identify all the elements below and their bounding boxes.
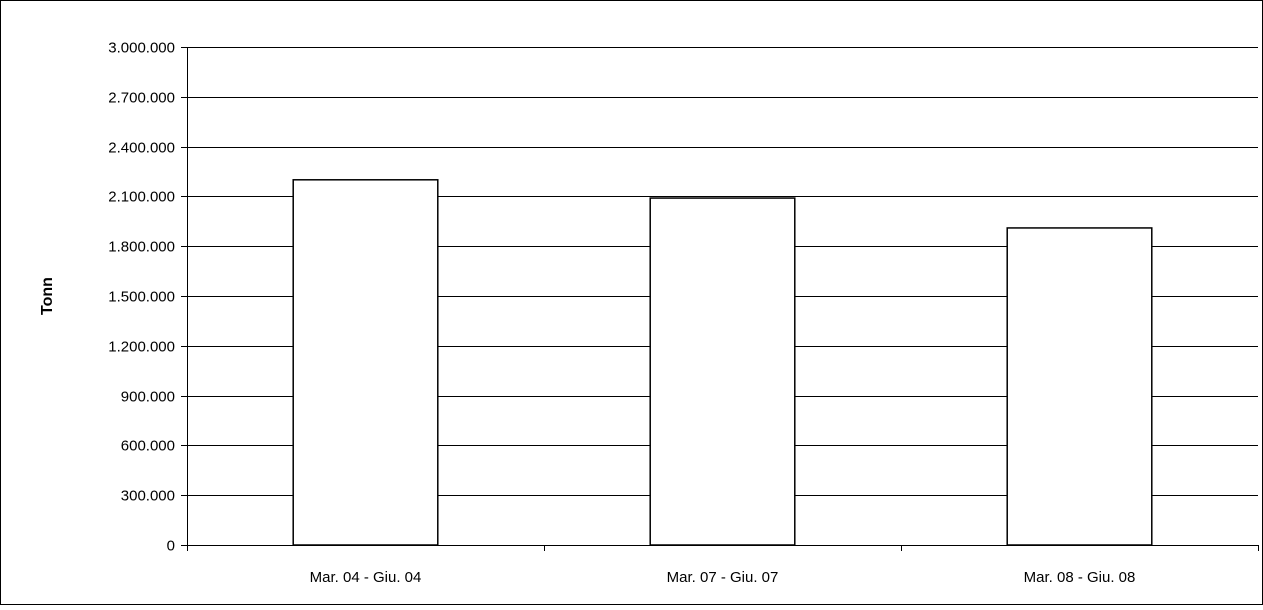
axes [181,47,1259,551]
y-tick-label: 0 [167,538,175,555]
y-tick-label: 2.400.000 [108,140,175,157]
bar [292,179,439,546]
y-tick-label: 1.200.000 [108,339,175,356]
y-tick-label: 1.800.000 [108,239,175,256]
bars [292,179,1153,546]
y-tick-label: 900.000 [121,389,175,406]
y-tick-label: 1.500.000 [108,289,175,306]
bar [649,197,796,546]
x-tick-label: Mar. 07 - Giu. 07 [667,569,779,586]
y-tick-label: 2.100.000 [108,189,175,206]
y-tick-label: 2.700.000 [108,90,175,107]
y-axis-label: Tonn [39,277,56,315]
x-tick-label: Mar. 08 - Giu. 08 [1024,569,1136,586]
y-tick-label: 600.000 [121,438,175,455]
x-tick-label: Mar. 04 - Giu. 04 [310,569,422,586]
bar [1006,227,1153,546]
y-tick-label: 300.000 [121,488,175,505]
labels: 0 300.000 600.000 900.000 1.200.000 1.500.000… [108,40,1135,587]
y-tick-label: 3.000.000 [108,40,175,57]
